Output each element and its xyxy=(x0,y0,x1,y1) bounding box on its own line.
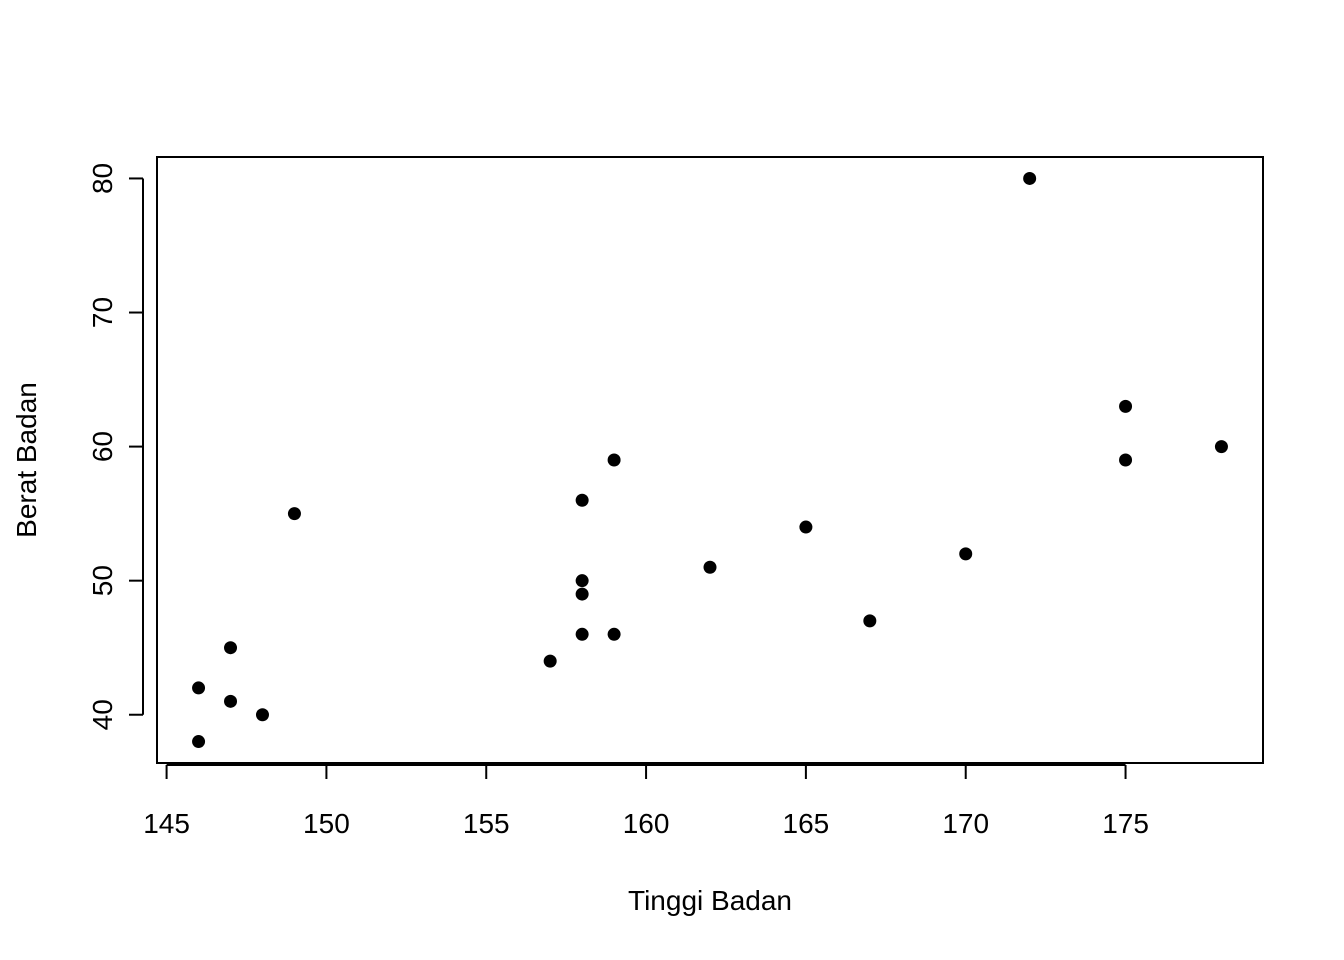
data-point xyxy=(799,520,813,534)
x-tick-label: 160 xyxy=(623,808,670,839)
data-points xyxy=(192,171,1228,749)
x-tick-label: 165 xyxy=(783,808,830,839)
x-tick-label: 155 xyxy=(463,808,510,839)
x-axis-title: Tinggi Badan xyxy=(628,885,792,916)
x-tick-label: 175 xyxy=(1102,808,1149,839)
y-tick-label: 50 xyxy=(87,565,118,596)
x-axis: 145 150 155 160 165 170 175 xyxy=(143,764,1149,839)
data-point xyxy=(575,587,589,601)
data-point xyxy=(959,547,973,561)
data-point xyxy=(1023,171,1037,185)
y-tick-label: 80 xyxy=(87,163,118,194)
y-axis-title: Berat Badan xyxy=(11,382,42,538)
data-point xyxy=(1119,453,1133,467)
x-tick-label: 170 xyxy=(942,808,989,839)
data-point xyxy=(192,735,206,749)
data-point xyxy=(192,681,206,695)
x-tick-label: 145 xyxy=(143,808,190,839)
data-point xyxy=(575,493,589,507)
y-axis: 40 50 60 70 80 xyxy=(87,163,144,730)
y-tick-label: 70 xyxy=(87,297,118,328)
data-point xyxy=(224,641,238,655)
data-point xyxy=(224,694,238,708)
data-point xyxy=(1119,399,1133,413)
data-point xyxy=(255,708,269,722)
data-point xyxy=(607,453,621,467)
y-tick-label: 40 xyxy=(87,699,118,730)
data-point xyxy=(543,654,557,668)
x-tick-label: 150 xyxy=(303,808,350,839)
plot-box xyxy=(156,156,1264,764)
data-point xyxy=(1214,440,1228,454)
y-tick-label: 60 xyxy=(87,431,118,462)
data-point xyxy=(287,507,301,521)
data-point xyxy=(575,627,589,641)
data-point xyxy=(607,627,621,641)
data-point xyxy=(575,574,589,588)
data-point xyxy=(863,614,877,628)
data-point xyxy=(703,560,717,574)
